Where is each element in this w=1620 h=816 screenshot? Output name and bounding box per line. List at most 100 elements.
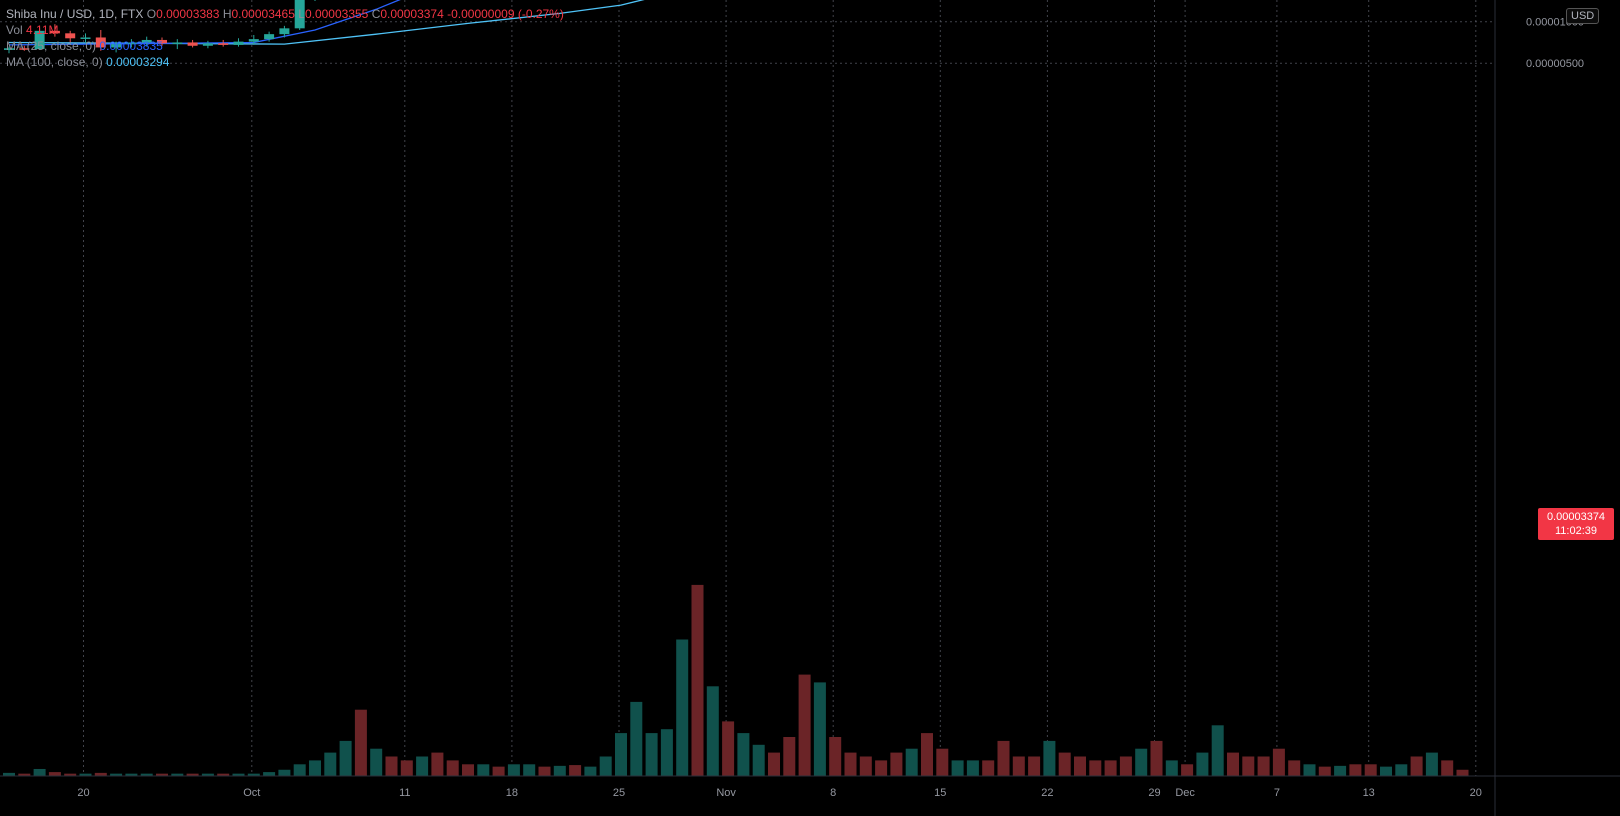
- candle-body: [233, 41, 244, 45]
- volume-bar: [1181, 764, 1194, 776]
- volume-bar: [982, 760, 995, 776]
- time-axis[interactable]: 20 Oct 11 18 25 Nov 8 15 22 29 Dec 7 13 20: [0, 775, 1620, 799]
- ma25-value: 0.00003835: [99, 39, 163, 53]
- volume-bar: [630, 701, 643, 776]
- time-tick-label: 8: [830, 787, 836, 799]
- volume-bar: [140, 773, 153, 776]
- legend-volume-row[interactable]: Vol 4.11M: [6, 22, 564, 38]
- bar-countdown: 11:02:39: [1554, 525, 1597, 537]
- candle-body: [264, 34, 275, 40]
- candle-body: [218, 43, 229, 45]
- volume-bar: [645, 733, 658, 776]
- currency-button[interactable]: USD: [1566, 8, 1600, 24]
- volume-bar: [33, 768, 46, 776]
- volume-bar: [1318, 766, 1331, 776]
- low-label: L: [298, 7, 305, 21]
- volume-bar: [538, 766, 551, 776]
- open-label: O: [146, 7, 157, 21]
- volume-bar: [263, 772, 276, 776]
- volume-bar: [1196, 752, 1209, 776]
- candle-body: [187, 42, 198, 46]
- legend-ohlc-row: Shiba Inu / USD, 1D, FTX O0.00003383 H0.…: [6, 6, 564, 22]
- volume-bar: [125, 773, 138, 776]
- candle-body: [80, 37, 91, 39]
- volume-bar: [1410, 756, 1423, 776]
- volume-bar: [905, 748, 918, 776]
- candle-body: [294, 0, 305, 29]
- candle-body: [202, 43, 213, 46]
- volume-bar: [1425, 752, 1438, 776]
- volume-bar: [431, 752, 444, 776]
- candles: [4, 0, 316, 54]
- volume-bar: [722, 721, 735, 776]
- candle-body: [4, 48, 14, 50]
- candle-body: [126, 42, 137, 45]
- close-value: 0.00003374: [380, 7, 444, 21]
- volume-bar: [492, 766, 505, 776]
- time-tick-label: 7: [1274, 787, 1280, 799]
- price-tick-label: 0.00000500: [1526, 58, 1584, 70]
- candle-body: [19, 48, 30, 50]
- volume-bar: [1334, 765, 1347, 776]
- legend-ma100-row[interactable]: MA (100, close, 0) 0.00003294: [6, 54, 564, 70]
- volume-bar: [507, 764, 520, 776]
- volume-bar: [171, 773, 184, 776]
- volume-bar: [875, 760, 888, 776]
- volume-bar: [768, 752, 780, 776]
- legend-ma25-row[interactable]: MA (25, close, 0) 0.00003835: [6, 38, 564, 54]
- volume-bar: [110, 773, 123, 776]
- volume-bar: [1104, 760, 1117, 776]
- volume-bars: [3, 584, 1469, 776]
- volume-value: 4.11M: [26, 23, 59, 37]
- time-tick-label: 13: [1363, 787, 1375, 799]
- volume-bar: [829, 737, 842, 776]
- volume-bar: [232, 773, 245, 776]
- volume-bar: [523, 764, 536, 776]
- volume-bar: [584, 766, 597, 776]
- volume-bar: [446, 760, 459, 776]
- volume-bar: [660, 729, 673, 776]
- volume-bar: [1089, 760, 1102, 776]
- ma100-line: [8, 0, 645, 45]
- ma100-path: [8, 0, 645, 45]
- last-price-value: 0.00003374: [1546, 511, 1606, 523]
- candle-body: [157, 39, 167, 44]
- volume-bar: [416, 756, 429, 776]
- volume-bar: [1288, 760, 1301, 776]
- volume-bar: [1058, 752, 1071, 776]
- grid: [0, 0, 1495, 776]
- volume-bar: [293, 764, 306, 776]
- open-value: 0.00003383: [156, 7, 220, 21]
- time-tick-label: Oct: [243, 787, 260, 799]
- volume-bar: [706, 686, 719, 776]
- volume-bar: [1349, 764, 1362, 776]
- volume-bar: [921, 733, 933, 776]
- time-tick-label: Nov: [716, 787, 736, 799]
- volume-label: Vol: [6, 23, 23, 37]
- volume-bar: [951, 760, 964, 776]
- volume-bar: [599, 756, 612, 776]
- candle-body: [141, 39, 152, 43]
- volume-bar: [844, 752, 857, 776]
- ma100-value: 0.00003294: [106, 55, 170, 69]
- time-tick-label: 25: [613, 787, 625, 799]
- volume-bar: [1242, 756, 1255, 776]
- volume-bar: [966, 760, 979, 776]
- volume-bar: [462, 764, 474, 776]
- volume-bar: [783, 737, 796, 776]
- symbol-label[interactable]: Shiba Inu / USD, 1D, FTX: [6, 7, 144, 21]
- volume-bar: [48, 772, 61, 776]
- volume-bar: [339, 740, 352, 776]
- price-axis[interactable]: 0.000005000.000010000.000015000.00002000…: [1494, 0, 1584, 816]
- volume-bar: [400, 760, 413, 776]
- time-tick-label: 20: [77, 787, 89, 799]
- volume-bar: [94, 772, 107, 776]
- volume-bar: [278, 769, 291, 776]
- chart-legend: Shiba Inu / USD, 1D, FTX O0.00003383 H0.…: [6, 6, 564, 70]
- volume-bar: [1227, 752, 1239, 776]
- volume-bar: [1257, 756, 1270, 776]
- volume-bar: [1150, 740, 1163, 776]
- volume-bar: [18, 773, 31, 776]
- volume-bar: [385, 756, 398, 776]
